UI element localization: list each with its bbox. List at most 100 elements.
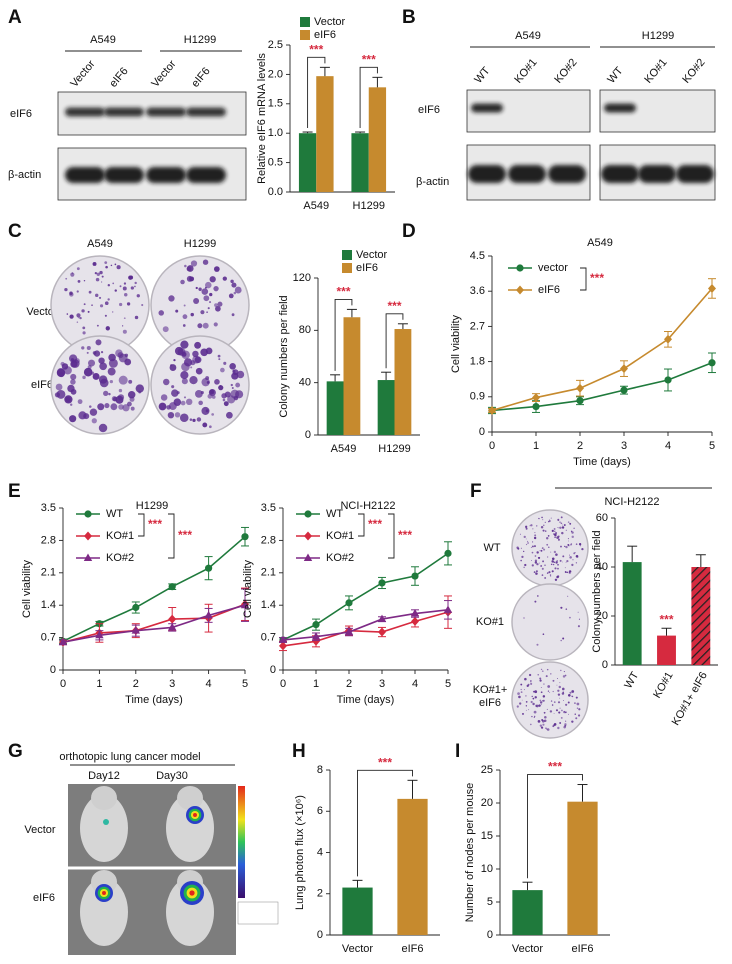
colony (78, 317, 80, 319)
x-tick-label: Vector (512, 943, 544, 955)
colony (568, 540, 570, 542)
colony (528, 673, 532, 677)
colony (542, 519, 544, 521)
legend-label: Vector (314, 16, 346, 28)
row-label: Vector (26, 306, 58, 318)
colony (67, 384, 75, 393)
colony (552, 563, 555, 566)
legend-label: KO#2 (326, 552, 354, 564)
colony (535, 704, 538, 708)
colony (562, 675, 566, 678)
point (168, 622, 177, 631)
colony (564, 571, 567, 574)
bar (622, 562, 642, 665)
x-tick-label: 0 (280, 678, 286, 690)
point (620, 386, 628, 394)
colony (184, 264, 187, 268)
panel-letter: I (455, 741, 460, 762)
colony (567, 701, 570, 704)
colony (116, 265, 121, 270)
legend-label: WT (326, 508, 343, 520)
y-axis-label: Cell viability (242, 559, 254, 618)
colony (197, 323, 203, 329)
colony (54, 392, 61, 398)
x-tick-label: 1 (533, 440, 539, 452)
lane-label: Vector (68, 58, 97, 90)
colony (554, 578, 558, 581)
colony (230, 383, 233, 387)
colony (202, 422, 208, 428)
x-tick-label: 4 (412, 678, 418, 690)
y-tick-label: 25 (481, 764, 493, 776)
colony (193, 298, 200, 305)
plate (50, 335, 150, 435)
series-line (491, 287, 713, 412)
colony (530, 681, 532, 683)
colony (183, 304, 186, 307)
bar (298, 133, 317, 192)
colony (579, 545, 581, 547)
colony (100, 351, 104, 354)
colony (541, 574, 544, 576)
lane-label: KO#2 (552, 57, 579, 86)
colony (530, 524, 533, 527)
point (443, 605, 453, 613)
colony (544, 577, 547, 579)
colony (77, 279, 81, 283)
error-bar (522, 881, 533, 891)
colony (180, 279, 185, 285)
colony (563, 524, 566, 527)
colony (92, 262, 97, 266)
colony (76, 313, 81, 318)
colony (107, 298, 110, 301)
signal (103, 819, 109, 825)
legend-marker (516, 285, 524, 295)
blot-band (604, 103, 636, 113)
colony (114, 263, 117, 266)
colony (560, 716, 563, 719)
colony (223, 361, 227, 365)
colony (523, 689, 525, 691)
bar (512, 890, 543, 935)
colony (158, 402, 167, 411)
legend-marker (84, 531, 92, 541)
colony (561, 531, 564, 535)
y-tick-label: 2 (317, 888, 323, 900)
colony (103, 390, 109, 397)
significance-bracket (357, 769, 413, 877)
colony (553, 528, 556, 530)
plate (511, 583, 589, 661)
blot-band (65, 167, 105, 183)
colony (541, 516, 543, 519)
colony (540, 691, 543, 694)
colony (521, 699, 523, 701)
point (532, 402, 540, 411)
colony (557, 693, 561, 696)
colony (95, 339, 102, 346)
colony (189, 418, 193, 421)
colony (530, 682, 533, 685)
colony (209, 425, 212, 429)
point (240, 600, 250, 609)
colony (573, 527, 575, 529)
colony (77, 399, 83, 405)
y-tick-label: 3.5 (261, 502, 276, 514)
colony (556, 684, 558, 686)
panel-letter: G (8, 741, 23, 762)
colony (532, 697, 535, 700)
colony (539, 550, 541, 552)
x-tick-label: 3 (169, 678, 175, 690)
colony (119, 302, 123, 307)
colony (564, 545, 566, 547)
colony (206, 380, 210, 384)
significance-label: *** (398, 528, 412, 542)
colony (537, 595, 539, 597)
point (377, 614, 387, 623)
colony (82, 326, 86, 330)
colony (523, 535, 526, 539)
point (205, 564, 213, 572)
legend-marker (304, 510, 312, 518)
series-line (62, 604, 246, 644)
colony (198, 400, 203, 406)
